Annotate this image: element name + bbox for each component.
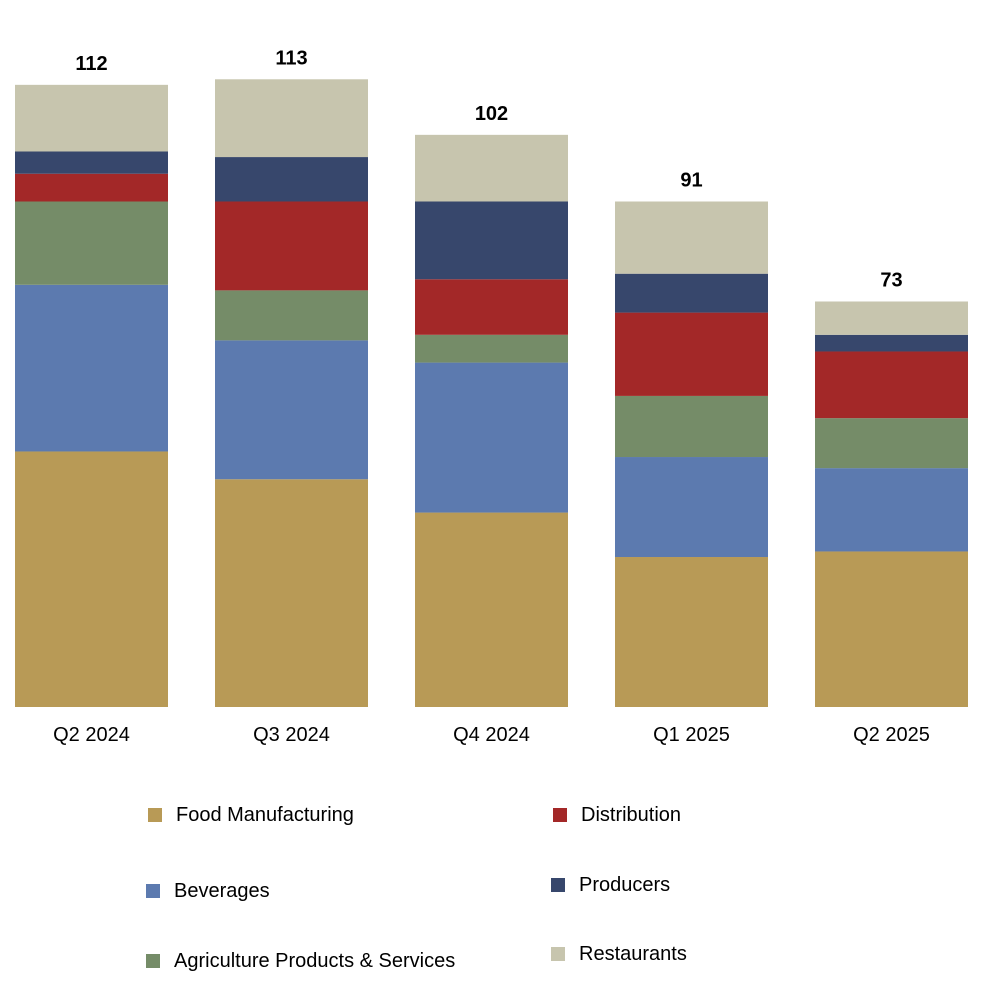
- bar-segment-food-manufacturing-q2-2024: [15, 451, 168, 707]
- legend-label: Distribution: [581, 803, 682, 826]
- legend-item-distribution: Distribution: [553, 803, 681, 827]
- bar-segment-distribution-q3-2024: [215, 201, 368, 291]
- bar-segment-food-manufacturing-q1-2025: [615, 557, 768, 707]
- bar-segment-restaurants-q1-2025: [615, 201, 768, 274]
- bar-segment-agriculture-products-services-q2-2024: [15, 201, 168, 285]
- bar-segment-producers-q3-2024: [215, 157, 368, 202]
- total-label: 91: [680, 169, 702, 191]
- bar-segment-distribution-q1-2025: [615, 312, 768, 396]
- bar-segment-food-manufacturing-q4-2024: [415, 512, 568, 707]
- legend-label: Restaurants: [579, 942, 687, 965]
- total-label: 112: [75, 53, 107, 75]
- bar-segment-agriculture-products-services-q2-2025: [815, 418, 968, 469]
- bar-segment-distribution-q2-2025: [815, 351, 968, 419]
- legend-swatch: [146, 954, 160, 968]
- bar-segment-beverages-q2-2024: [15, 284, 168, 452]
- x-tick-label: Q2 2025: [853, 724, 930, 746]
- x-tick-label: Q3 2024: [253, 724, 330, 746]
- bar-segment-restaurants-q4-2024: [415, 134, 568, 202]
- bar-segment-distribution-q2-2024: [15, 173, 168, 202]
- bar-segment-food-manufacturing-q2-2025: [815, 551, 968, 707]
- bar-segment-distribution-q4-2024: [415, 279, 568, 335]
- x-tick-label: Q2 2024: [53, 724, 130, 746]
- bar-segment-restaurants-q2-2024: [15, 84, 168, 152]
- legend-item-restaurants: Restaurants: [551, 942, 687, 966]
- bar-segment-beverages-q4-2024: [415, 362, 568, 513]
- bar-segment-producers-q4-2024: [415, 201, 568, 280]
- legend-item-food-manufacturing: Food Manufacturing: [148, 803, 354, 827]
- bar-segment-restaurants-q3-2024: [215, 79, 368, 158]
- legend-swatch: [148, 808, 162, 822]
- legend-label: Agriculture Products & Services: [174, 949, 456, 972]
- legend-swatch: [551, 878, 565, 892]
- bar-segment-producers-q2-2025: [815, 334, 968, 352]
- legend-swatch: [551, 947, 565, 961]
- total-label: 73: [880, 269, 902, 291]
- bar-segment-agriculture-products-services-q3-2024: [215, 290, 368, 341]
- legend-item-producers: Producers: [551, 873, 670, 897]
- legend-swatch: [553, 808, 567, 822]
- x-tick-label: Q4 2024: [453, 724, 530, 746]
- bar-segment-producers-q1-2025: [615, 273, 768, 313]
- bar-segment-restaurants-q2-2025: [815, 301, 968, 335]
- legend-label: Food Manufacturing: [176, 803, 354, 826]
- x-tick-label: Q1 2025: [653, 724, 730, 746]
- bar-segment-agriculture-products-services-q4-2024: [415, 334, 568, 363]
- legend-item-beverages: Beverages: [146, 879, 270, 903]
- total-label: 102: [475, 103, 508, 125]
- legend: Food Manufacturing Beverages Agriculture…: [0, 770, 984, 991]
- bar-segment-beverages-q2-2025: [815, 468, 968, 552]
- stacked-bar-chart: 112 Q2 2024 113 Q3 2024 102 Q4 2024 91 Q1 2025 7…: [15, 47, 968, 746]
- bar-segment-beverages-q1-2025: [615, 457, 768, 558]
- bar-segment-agriculture-products-services-q1-2025: [615, 395, 768, 458]
- total-label: 113: [275, 47, 307, 69]
- bar-segment-producers-q2-2024: [15, 151, 168, 174]
- bar-segment-food-manufacturing-q3-2024: [215, 479, 368, 707]
- legend-label: Producers: [579, 873, 671, 896]
- bar-segment-beverages-q3-2024: [215, 340, 368, 480]
- legend-swatch: [146, 884, 160, 898]
- legend-label: Beverages: [174, 879, 270, 902]
- legend-item-agriculture-products-services: Agriculture Products & Services: [146, 949, 455, 973]
